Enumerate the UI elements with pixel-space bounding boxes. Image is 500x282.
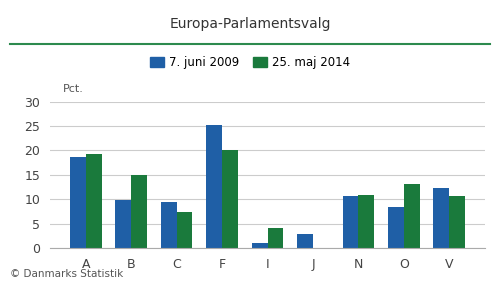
Bar — [86, 154, 102, 248]
Text: Europa-Parlamentsvalg: Europa-Parlamentsvalg — [169, 17, 331, 31]
Bar — [252, 243, 268, 248]
Bar — [160, 202, 176, 248]
Bar — [268, 228, 283, 248]
Bar — [434, 188, 450, 248]
Text: Pct.: Pct. — [63, 84, 84, 94]
Legend: 7. juni 2009, 25. maj 2014: 7. juni 2009, 25. maj 2014 — [145, 51, 355, 74]
Bar — [176, 212, 192, 248]
Bar — [206, 125, 222, 248]
Bar — [297, 234, 313, 248]
Bar — [70, 157, 86, 248]
Bar — [131, 175, 147, 248]
Bar — [388, 207, 404, 248]
Text: © Danmarks Statistik: © Danmarks Statistik — [10, 269, 123, 279]
Bar — [450, 196, 465, 248]
Bar — [404, 184, 420, 248]
Bar — [222, 150, 238, 248]
Bar — [115, 200, 131, 248]
Bar — [358, 195, 374, 248]
Bar — [342, 196, 358, 248]
